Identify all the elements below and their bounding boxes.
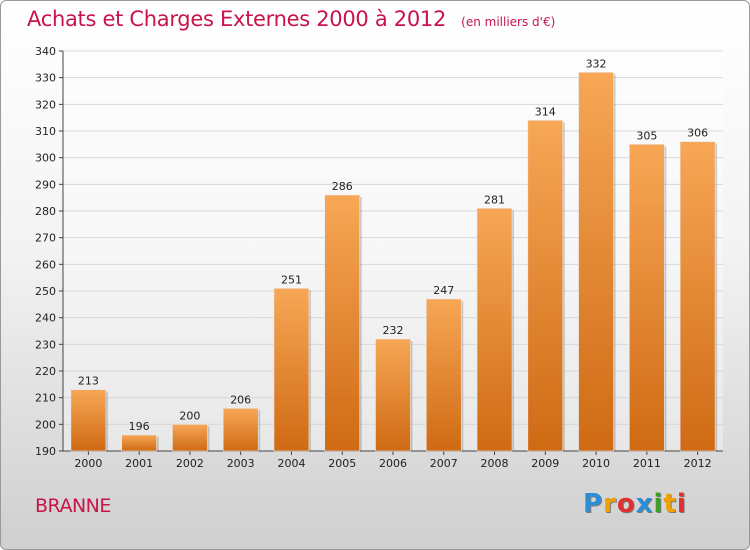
y-tick-label: 310 (35, 125, 56, 138)
x-tick-label: 2004 (277, 457, 305, 470)
x-tick-label: 2009 (531, 457, 559, 470)
y-tick-label: 250 (35, 285, 56, 298)
value-label: 306 (687, 127, 708, 140)
x-tick-label: 2008 (481, 457, 509, 470)
bar-2008 (476, 208, 513, 452)
value-label: 305 (636, 129, 657, 142)
y-tick-label: 260 (35, 258, 56, 271)
bar-2000 (70, 389, 107, 452)
y-tick-label: 200 (35, 418, 56, 431)
y-tick-label: 340 (35, 45, 56, 58)
x-tick-label: 2011 (633, 457, 661, 470)
value-label: 247 (433, 284, 454, 297)
y-tick-label: 270 (35, 232, 56, 245)
value-label: 213 (78, 375, 99, 388)
value-label: 206 (230, 393, 251, 406)
y-tick-label: 190 (35, 445, 56, 458)
logo-letter: t (663, 489, 677, 519)
bar-2010 (578, 72, 614, 452)
y-tick-label: 300 (35, 152, 56, 165)
y-tick-label: 220 (35, 365, 56, 378)
x-tick-label: 2007 (430, 457, 458, 470)
x-tick-label: 2002 (176, 457, 204, 470)
x-tick-label: 2006 (379, 457, 407, 470)
x-tick-label: 2005 (328, 457, 356, 470)
y-tick-label: 210 (35, 392, 56, 405)
x-tick-label: 2001 (125, 457, 153, 470)
y-tick-label: 320 (35, 98, 56, 111)
bar-2004 (273, 288, 310, 452)
bars (70, 72, 718, 452)
bar-2005 (324, 194, 361, 452)
bar-2001 (121, 434, 157, 452)
bar-2006 (375, 338, 411, 452)
y-tick-label: 290 (35, 178, 56, 191)
x-tick-label: 2010 (582, 457, 610, 470)
logo-letter: o (616, 489, 636, 519)
logo-letter: x (635, 489, 654, 519)
logo-letter: r (603, 489, 617, 519)
location-name: BRANNE (35, 495, 111, 517)
bar-2011 (629, 144, 665, 452)
logo-letter: i (676, 489, 687, 519)
value-label: 332 (586, 57, 607, 70)
value-label: 286 (332, 180, 353, 193)
bar-2009 (527, 120, 564, 452)
title-line: Achats et Charges Externes 2000 à 2012 (… (27, 7, 555, 31)
chart-title: Achats et Charges Externes 2000 à 2012 (27, 7, 447, 31)
value-label: 232 (383, 324, 404, 337)
bar-2003 (222, 408, 259, 452)
bar-2012 (679, 141, 716, 452)
y-tick-label: 230 (35, 338, 56, 351)
labels: 213 2000 196 2001 200 2002 206 2003 251 2004 286 20… (74, 57, 711, 470)
value-label: 281 (484, 193, 505, 206)
value-label: 251 (281, 273, 302, 286)
logo-letter: i (653, 489, 664, 519)
bar-2007 (425, 298, 462, 452)
bar-2002 (172, 424, 208, 452)
y-tick-label: 280 (35, 205, 56, 218)
value-label: 196 (129, 420, 150, 433)
logo-letter: P (583, 489, 604, 519)
value-label: 200 (179, 409, 200, 422)
y-tick-label: 240 (35, 312, 56, 325)
chart-unit: (en milliers d'€) (461, 15, 556, 29)
x-tick-label: 2003 (227, 457, 255, 470)
proxiti-logo[interactable]: Proxiti (583, 489, 687, 519)
x-tick-label: 2000 (74, 457, 102, 470)
value-label: 314 (535, 105, 556, 118)
x-tick-label: 2012 (684, 457, 712, 470)
y-tick-label: 330 (35, 72, 56, 85)
